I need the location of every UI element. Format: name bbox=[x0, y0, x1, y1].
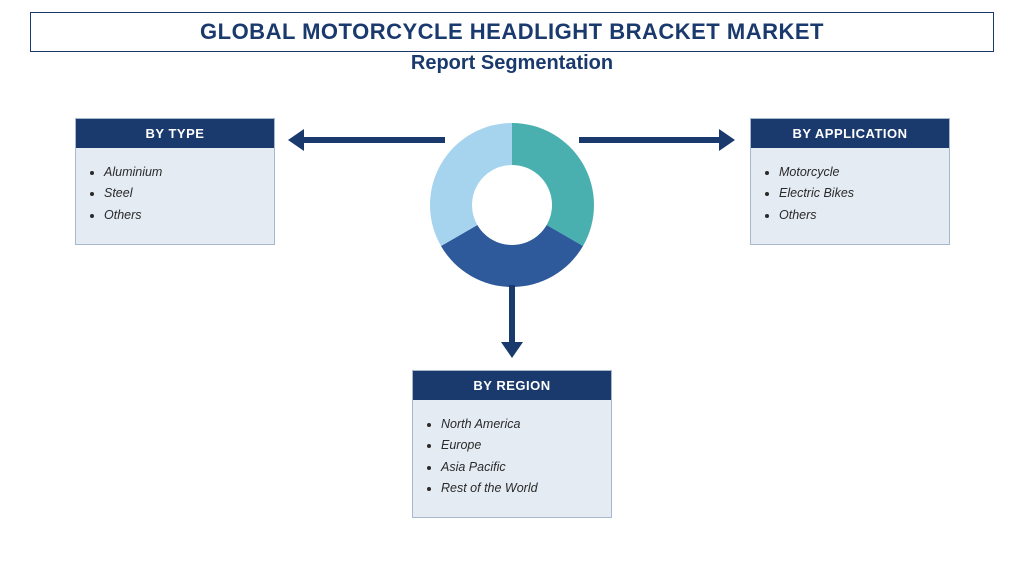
title-text: GLOBAL MOTORCYCLE HEADLIGHT BRACKET MARK… bbox=[200, 19, 824, 44]
segment-box-region: BY REGION North AmericaEuropeAsia Pacifi… bbox=[412, 370, 612, 518]
segment-header-region: BY REGION bbox=[413, 371, 611, 400]
list-item: Motorcycle bbox=[779, 162, 931, 183]
list-item: Asia Pacific bbox=[441, 457, 593, 478]
list-item: North America bbox=[441, 414, 593, 435]
list-item: Others bbox=[104, 205, 256, 226]
segment-box-application: BY APPLICATION MotorcycleElectric BikesO… bbox=[750, 118, 950, 245]
list-item: Others bbox=[779, 205, 931, 226]
subtitle: Report Segmentation bbox=[0, 52, 1024, 75]
list-item: Aluminium bbox=[104, 162, 256, 183]
list-item: Europe bbox=[441, 435, 593, 456]
segment-body-application: MotorcycleElectric BikesOthers bbox=[751, 148, 949, 244]
list-item: Steel bbox=[104, 183, 256, 204]
segment-box-type: BY TYPE AluminiumSteelOthers bbox=[75, 118, 275, 245]
segment-header-application: BY APPLICATION bbox=[751, 119, 949, 148]
list-item: Rest of the World bbox=[441, 478, 593, 499]
segment-header-type: BY TYPE bbox=[76, 119, 274, 148]
list-item: Electric Bikes bbox=[779, 183, 931, 204]
donut-chart bbox=[428, 121, 596, 289]
segment-body-type: AluminiumSteelOthers bbox=[76, 148, 274, 244]
title-box: GLOBAL MOTORCYCLE HEADLIGHT BRACKET MARK… bbox=[30, 12, 994, 52]
segment-body-region: North AmericaEuropeAsia PacificRest of t… bbox=[413, 400, 611, 517]
donut-slice bbox=[441, 225, 583, 287]
